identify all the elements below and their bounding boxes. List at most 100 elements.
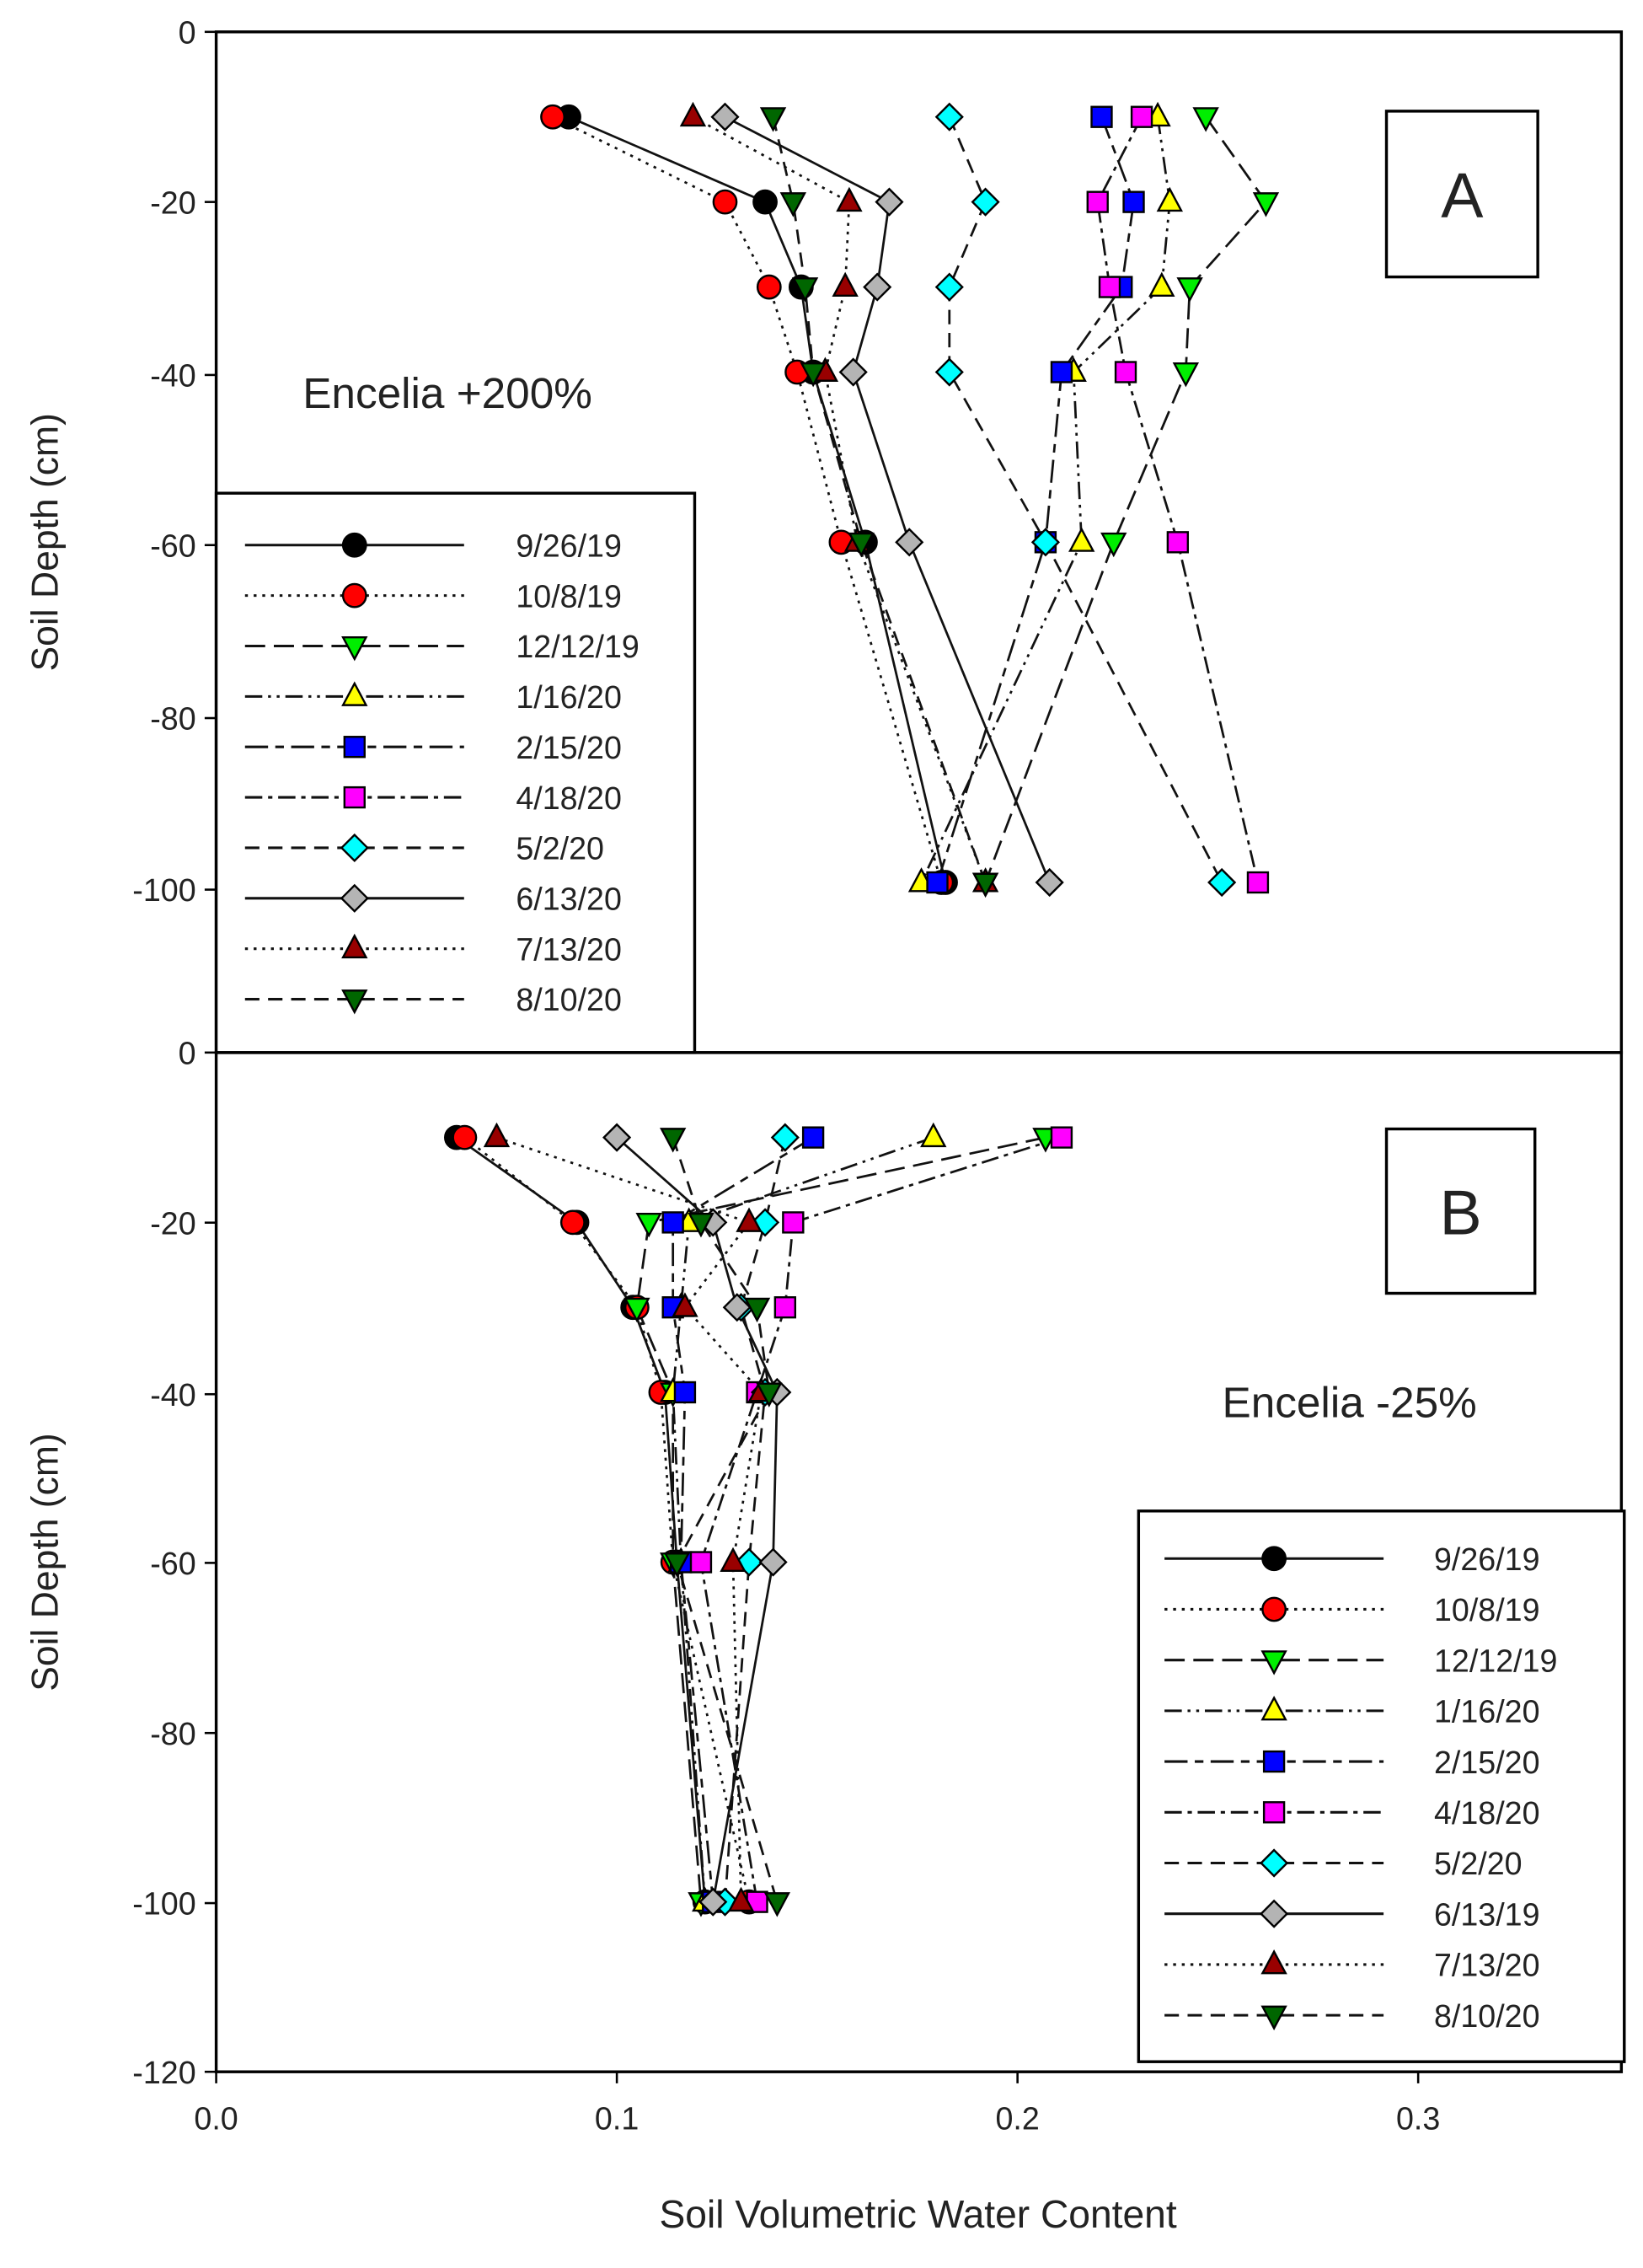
data-point [1148,271,1175,298]
data-point [1050,1126,1073,1149]
panel-label: B [1440,1177,1482,1247]
data-point [663,1552,691,1578]
data-point [1156,186,1184,212]
legend-label: 8/10/20 [1434,1998,1540,2034]
legend-label: 5/2/20 [516,831,604,866]
legend-entry: 12/12/19 [1164,1643,1557,1678]
data-point [736,1207,763,1232]
legend-marker [1260,2005,1287,2031]
data-point [602,1123,632,1152]
data-point [710,102,740,131]
series-9-26-19 [568,115,947,883]
series-line [672,1136,814,1902]
series-line [568,115,947,883]
legend-entry: 4/18/20 [1164,1795,1540,1831]
data-point [1246,871,1270,894]
data-point [832,271,859,298]
x-tick-label: 0.2 [995,2101,1039,2137]
data-point [752,189,778,215]
data-point [782,1211,805,1234]
legend-marker [343,785,366,809]
y-tick-label: -20 [150,185,195,220]
data-point [863,272,892,302]
legend-marker [341,582,367,609]
legend-label: 1/16/20 [516,679,622,715]
data-point [756,274,782,300]
y-tick-label: -60 [150,528,195,563]
legend: 9/26/19 10/8/19 12/12/19 1/16/20 2/15/20 4/18… [1137,1509,1626,2063]
data-point [920,1122,947,1148]
series-line [1096,116,1260,883]
data-point [836,186,863,212]
legend-marker [341,532,367,558]
data-point [673,1381,697,1404]
data-point [800,362,827,388]
series-line [672,1137,779,1903]
legend-label: 7/13/20 [516,931,622,967]
legend-entry: 8/10/20 [244,982,622,1017]
data-point [756,1382,783,1407]
treatment-annotation: Encelia -25% [1223,1379,1477,1427]
series-line [692,115,987,883]
data-point [1090,105,1113,128]
y-tick-label: -60 [150,1546,195,1581]
legend-entry: 1/16/20 [244,679,622,715]
data-point [1098,276,1121,298]
series-1-16-20 [672,1136,934,1902]
data-point [698,1887,728,1917]
panel-label-box [1384,110,1539,279]
panel-label: A [1441,160,1484,231]
data-point [875,187,904,217]
y-tick-label: -40 [150,1377,195,1413]
data-point [483,1122,511,1148]
legend-label: 10/8/19 [1434,1592,1540,1627]
y-tick-label: -100 [132,872,195,908]
data-point [1035,867,1064,898]
legend-label: 6/13/19 [1434,1896,1540,1932]
data-point [1166,531,1190,554]
legend-entry: 4/18/20 [244,780,622,816]
series-line [948,116,1223,883]
legend-label: 9/26/19 [516,528,622,563]
data-point [791,277,819,303]
treatment-annotation: Encelia +200% [302,369,592,417]
data-point [743,1297,771,1323]
legend-entry: 10/8/19 [244,578,622,614]
legend-box [214,491,697,1054]
series-4-18-20 [1096,116,1260,883]
legend-marker [1262,1750,1286,1773]
series-2-15-20 [672,1136,814,1902]
data-point [1100,532,1127,558]
series-markers [659,1128,790,1917]
legend-label: 9/26/19 [1434,1541,1540,1577]
series-8-10-20 [672,1137,779,1903]
data-point [712,189,738,215]
data-point [720,1547,747,1572]
series-markers [1086,105,1270,894]
legend-entry: 5/2/20 [1164,1846,1523,1881]
series-12-12-19 [635,1136,1046,1902]
data-point [758,1547,788,1577]
y-tick-label: -100 [132,1886,195,1922]
series-2-15-20 [936,116,1135,883]
y-tick-label: -80 [150,701,195,737]
data-point [934,102,964,131]
legend-marker [1260,1650,1287,1676]
data-point [1176,277,1203,303]
legend-marker [1260,1848,1289,1878]
data-point [934,357,964,387]
legend-entry: 10/8/19 [1164,1592,1540,1627]
series-line [463,1136,751,1902]
data-point [679,101,707,127]
series-markers [602,1123,792,1917]
data-point [672,1292,698,1317]
y-tick-label: -120 [132,2055,195,2090]
data-point [1252,192,1280,217]
legend-entry: 9/26/19 [244,528,622,563]
legend-marker [1261,1596,1287,1622]
data-point [770,1123,800,1152]
legend-label: 7/13/20 [1434,1948,1540,1983]
series-10-8-19 [463,1136,751,1902]
legend-marker [1260,1695,1287,1721]
